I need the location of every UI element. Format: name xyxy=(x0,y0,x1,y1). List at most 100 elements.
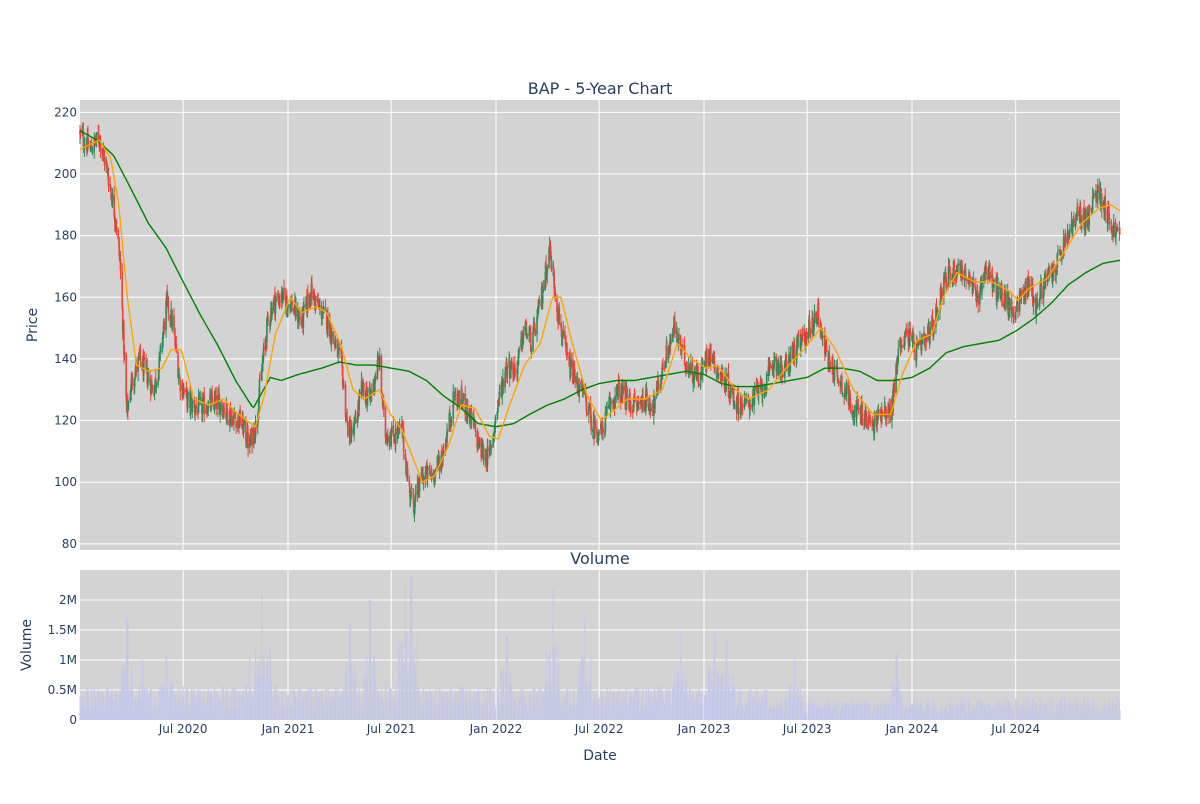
candle-body xyxy=(336,339,339,358)
candle-body xyxy=(592,429,594,432)
volume-bar xyxy=(959,703,961,720)
volume-bar xyxy=(1001,706,1003,720)
candle-body xyxy=(231,416,233,426)
volume-bar xyxy=(350,624,352,720)
candle-body xyxy=(1040,280,1043,290)
volume-bar xyxy=(999,702,1001,720)
candle-body xyxy=(892,388,894,412)
candle-body xyxy=(358,396,361,410)
volume-bar xyxy=(805,712,808,720)
candle-body xyxy=(355,416,357,424)
candle-body xyxy=(107,168,109,178)
volume-bar xyxy=(498,707,501,720)
volume-bar xyxy=(235,698,237,720)
volume-bar xyxy=(150,689,152,720)
candle-body xyxy=(438,459,440,463)
candle-body xyxy=(370,390,373,395)
candle-body xyxy=(445,439,447,451)
candle-body xyxy=(562,330,565,336)
volume-bar xyxy=(1033,700,1035,720)
price-y-tick-label: 100 xyxy=(54,475,77,489)
candle-body xyxy=(621,385,623,394)
candle-body xyxy=(264,339,267,351)
candle-body xyxy=(262,347,265,360)
x-tick-label: Jul 2021 xyxy=(366,722,416,736)
volume-bar xyxy=(770,707,772,720)
candle-body xyxy=(927,325,930,327)
volume-bar xyxy=(233,686,235,720)
candle-body xyxy=(514,364,516,372)
candle-body xyxy=(1099,188,1102,204)
candle-body xyxy=(99,139,102,151)
volume-bar xyxy=(375,683,377,720)
volume-bar xyxy=(805,702,807,720)
candle-body xyxy=(895,364,897,394)
volume-y-tick-label: 1.5M xyxy=(48,623,77,637)
candle-body xyxy=(588,405,590,415)
volume-bar xyxy=(1013,710,1015,720)
candle-body xyxy=(430,473,433,479)
candle-body xyxy=(907,331,910,346)
candle-body xyxy=(903,344,905,348)
volume-bar xyxy=(881,712,883,720)
volume-bar xyxy=(239,693,241,720)
candle-body xyxy=(266,318,268,342)
candle-body xyxy=(1098,184,1101,193)
x-tick-label: Jul 2024 xyxy=(990,722,1040,736)
candle-body xyxy=(374,376,377,379)
candle-body xyxy=(276,296,279,298)
candle-body xyxy=(863,413,866,426)
candle-body xyxy=(171,317,174,327)
candle-body xyxy=(881,410,884,416)
candle-body xyxy=(580,380,583,385)
candle-body xyxy=(328,314,331,338)
candle-body xyxy=(815,311,818,324)
volume-bar xyxy=(209,690,211,720)
candle-body xyxy=(623,385,626,391)
candle-body xyxy=(550,255,553,270)
volume-bar xyxy=(626,710,628,720)
volume-bar xyxy=(1049,697,1051,720)
candle-body xyxy=(230,416,232,422)
candle-body xyxy=(984,272,986,276)
volume-bar xyxy=(1116,697,1118,720)
volume-bar xyxy=(1077,705,1079,720)
volume-bar xyxy=(335,687,337,720)
volume-bar xyxy=(718,676,720,720)
volume-bar xyxy=(1068,701,1070,720)
candle-body xyxy=(185,387,188,392)
candle-body xyxy=(226,402,228,412)
candle-body xyxy=(254,421,257,438)
candle-body xyxy=(1012,308,1014,313)
candle-body xyxy=(825,344,828,352)
volume-bar xyxy=(786,700,788,720)
volume-bar xyxy=(327,687,329,720)
candle-body xyxy=(703,362,706,364)
candle-body xyxy=(1074,218,1077,228)
candle-body xyxy=(283,288,285,297)
candle-body xyxy=(199,397,202,399)
candle-body xyxy=(504,372,506,388)
candle-body xyxy=(374,377,376,384)
x-tick-label: Jul 2020 xyxy=(158,722,208,736)
volume-bar xyxy=(167,696,169,720)
candle-body xyxy=(258,379,261,395)
volume-bar xyxy=(594,697,596,720)
volume-chart-title: Volume xyxy=(570,549,630,568)
candle-body xyxy=(554,291,557,299)
volume-bar xyxy=(458,686,461,720)
candle-body xyxy=(667,349,670,359)
candle-body xyxy=(957,263,959,266)
candle-body xyxy=(713,352,716,369)
candle-body xyxy=(821,328,823,338)
candle-body xyxy=(258,396,260,413)
volume-bar xyxy=(901,701,903,720)
volume-bar xyxy=(291,708,293,720)
candle-body xyxy=(105,164,108,166)
candle-body xyxy=(462,400,464,404)
candle-body xyxy=(655,386,658,395)
candle-body xyxy=(174,336,176,346)
candle-body xyxy=(683,344,686,365)
price-plot-area xyxy=(80,100,1120,550)
